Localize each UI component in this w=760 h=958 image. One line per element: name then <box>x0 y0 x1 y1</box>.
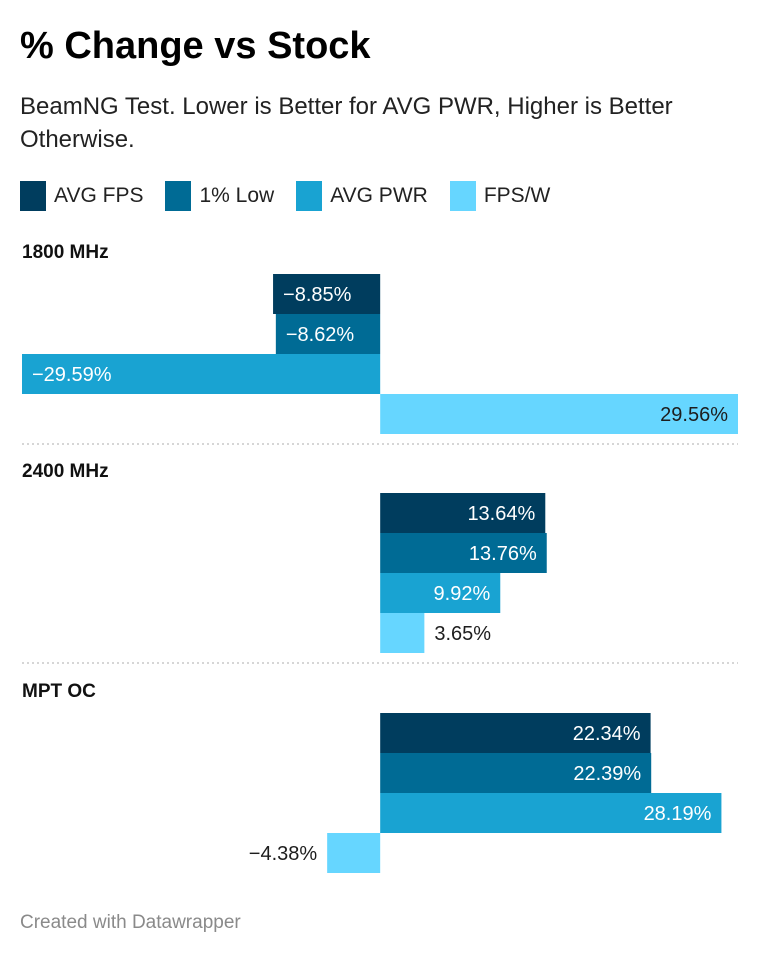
legend-label: 1% Low <box>199 184 275 207</box>
bar-value-label: −8.85% <box>283 284 352 306</box>
group-label: 1800 MHz <box>22 242 109 263</box>
bar <box>380 613 425 653</box>
group-label: MPT OC <box>22 681 96 702</box>
bar <box>275 314 381 354</box>
bar-value-label: 13.64% <box>467 503 535 525</box>
legend-swatch <box>449 181 476 211</box>
bar-value-label: 22.39% <box>573 763 641 785</box>
bar-value-label: 29.56% <box>660 404 728 426</box>
bar <box>380 713 651 753</box>
legend: AVG FPS 1% Low AVG PWR FPS/W <box>20 180 572 212</box>
legend-label: AVG PWR <box>330 184 428 207</box>
legend-item: AVG FPS <box>20 181 143 211</box>
bar <box>22 354 381 394</box>
bar-value-label: 28.19% <box>644 803 712 825</box>
legend-item: FPS/W <box>449 181 551 211</box>
bar <box>380 493 546 533</box>
legend-label: AVG FPS <box>54 184 144 207</box>
bar-value-label: −8.62% <box>286 324 355 346</box>
legend-swatch <box>20 181 46 211</box>
bar <box>380 753 652 793</box>
bar <box>273 274 381 314</box>
bar <box>327 833 381 873</box>
bar-value-label: −29.59% <box>32 364 112 386</box>
legend-item: 1% Low <box>165 181 274 211</box>
bar <box>380 573 501 613</box>
legend-swatch <box>296 181 323 211</box>
legend-label: FPS/W <box>483 184 551 207</box>
bar-value-label: −4.38% <box>249 843 318 865</box>
chart-subtitle: BeamNG Test. Lower is Better for AVG PWR… <box>20 93 673 153</box>
bar-chart: 1800 MHz −8.85% −8.62% −29.59% 29.56% 2400 MH… <box>22 242 738 873</box>
bar <box>380 533 547 573</box>
bar <box>380 793 722 833</box>
footer-credit: Created with Datawrapper <box>20 912 241 933</box>
legend-item: AVG PWR <box>296 181 428 211</box>
bar-value-label: 3.65% <box>434 623 491 645</box>
group-label: 2400 MHz <box>22 461 109 482</box>
bar-value-label: 13.76% <box>469 543 537 565</box>
chart-title: % Change vs Stock <box>20 25 371 67</box>
bar-value-label: 22.34% <box>573 723 641 745</box>
legend-swatch <box>165 181 192 211</box>
bar-value-label: 9.92% <box>434 583 491 605</box>
bar <box>380 394 738 434</box>
